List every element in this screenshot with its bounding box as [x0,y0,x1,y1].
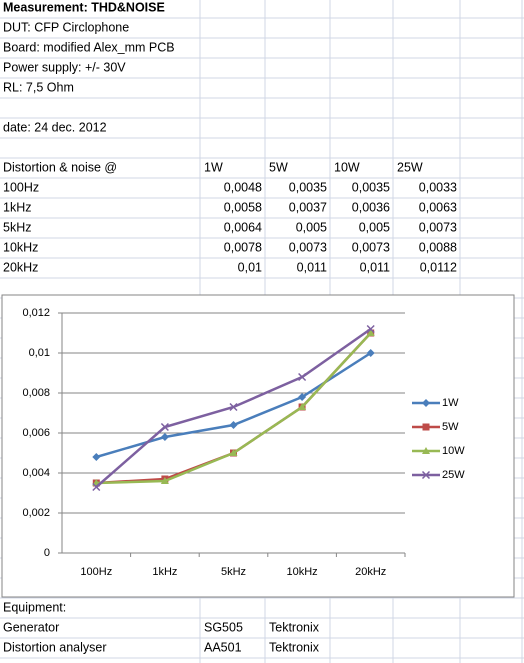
row-label: 20kHz [3,260,38,274]
info-line: DUT: CFP Circlophone [3,20,129,34]
legend-label: 10W [442,445,465,457]
marker [160,477,169,484]
marker [160,422,169,432]
marker [92,453,101,461]
cell-value: 0,011 [360,260,390,274]
info-line: Board: modified Alex_mm PCB [3,40,175,54]
equipment-cell: Distortion analyser [3,640,107,654]
cell-value: 0,0073 [352,240,390,254]
y-tick-label: 0,002 [22,507,50,519]
y-tick-label: 0,004 [22,467,50,479]
legend-marker [422,423,430,431]
column-header: 5W [269,160,288,174]
cell-value: 0,0078 [224,240,262,254]
info-line: RL: 7,5 Ohm [3,80,74,94]
marker [229,449,238,456]
equipment-title: Equipment: [3,600,66,614]
cell-value: 0,0037 [289,200,327,214]
y-tick-label: 0,006 [22,427,50,439]
marker [366,324,375,334]
y-tick-label: 0,01 [29,347,50,359]
row-label: 5kHz [3,220,31,234]
cell-value: 0,0033 [419,180,457,194]
marker [229,421,238,429]
equipment-cell: Tektronix [269,620,320,634]
x-tick-label: 20kHz [355,566,386,578]
x-tick-label: 5kHz [221,566,246,578]
row-label: 1kHz [3,200,31,214]
cell-value: 0,0035 [289,180,327,194]
y-tick-label: 0 [44,547,50,559]
cell-value: 0,005 [359,220,390,234]
cell-value: 0,0112 [420,260,457,274]
row-label: 10kHz [3,240,38,254]
marker [298,403,307,410]
cell-value: 0,011 [297,260,327,274]
column-header: Distortion & noise @ [3,160,117,174]
equipment-cell: Generator [3,620,59,634]
equipment-cell: AA501 [204,640,242,654]
column-header: 25W [397,160,423,174]
legend-marker [421,470,431,480]
legend-label: 1W [442,397,459,409]
row-label: 100Hz [3,180,39,194]
x-tick-label: 1kHz [152,566,177,578]
cell-value: 0,0088 [419,240,457,254]
marker [298,393,307,401]
marker [160,433,169,441]
chart: 0 0,002 0,004 0,006 0,008 0,01 0,012 100Hz 1kHz 5… [22,307,465,578]
y-tick-label: 0,012 [22,307,50,319]
column-header: 10W [334,160,360,174]
cell-value: 0,0063 [419,200,457,214]
marker [229,402,238,412]
cell-value: 0,0036 [352,200,390,214]
cell-value: 0,0048 [224,180,262,194]
marker [298,372,307,382]
equipment-cell: SG505 [204,620,243,634]
cell-value: 0,01 [238,260,262,274]
date: date: 24 dec. 2012 [3,120,107,134]
cell-value: 0,005 [296,220,327,234]
x-tick-label: 10kHz [287,566,318,578]
marker [366,329,375,336]
info-line: Power supply: +/- 30V [3,60,126,74]
chart-area [1,294,515,598]
cell-value: 0,0064 [224,220,262,234]
marker [92,482,101,492]
legend-label: 25W [442,469,465,481]
legend-marker [422,447,430,454]
cell-value: 0,0058 [224,200,262,214]
cell-value: 0,0035 [352,180,390,194]
y-tick-label: 0,008 [22,387,50,399]
column-header: 1W [204,160,223,174]
equipment-cell: Tektronix [269,640,320,654]
legend-label: 5W [442,421,459,433]
legend-marker [422,399,430,407]
cell-value: 0,0073 [289,240,327,254]
cell-value: 0,0073 [419,220,457,234]
marker [366,349,375,357]
sheet-title: Measurement: THD&NOISE [3,0,165,14]
x-tick-label: 100Hz [80,566,112,578]
